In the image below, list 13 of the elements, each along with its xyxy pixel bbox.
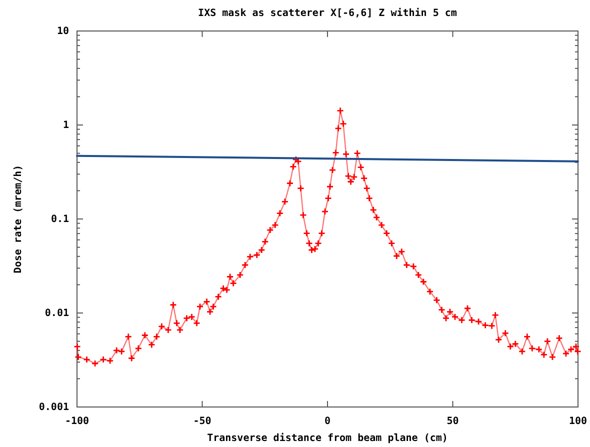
y-tick-label: 0.01 (44, 308, 69, 320)
chart-title: IXS mask as scatterer X[-6,6] Z within 5 cm (198, 7, 457, 19)
y-tick-label: 10 (56, 26, 69, 38)
y-tick-label: 0.001 (38, 402, 69, 414)
x-tick-label: -100 (64, 416, 90, 428)
x-tick-label: -50 (193, 416, 212, 428)
y-tick-label: 0.1 (50, 214, 69, 226)
x-tick-label: 0 (324, 416, 331, 428)
y-tick-label: 1 (62, 120, 69, 132)
x-axis-title: Transverse distance from beam plane (cm) (207, 432, 448, 444)
x-tick-label: 50 (446, 416, 459, 428)
x-tick-label: 100 (568, 416, 588, 428)
y-axis-title: Dose rate (mrem/h) (13, 164, 24, 274)
